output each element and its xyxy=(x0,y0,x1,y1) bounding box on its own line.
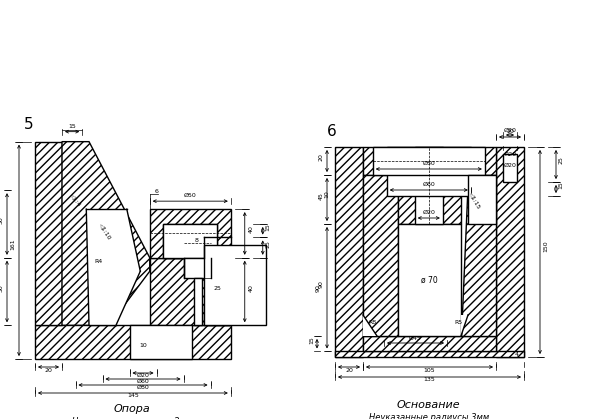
Text: Ø20: Ø20 xyxy=(136,373,149,378)
Text: Ø50: Ø50 xyxy=(184,193,196,198)
Polygon shape xyxy=(461,315,468,336)
Text: Неуказанные радиусы 3мм: Неуказанные радиусы 3мм xyxy=(368,412,489,419)
Polygon shape xyxy=(35,325,231,359)
Bar xyxy=(204,245,266,325)
Polygon shape xyxy=(363,336,496,352)
Text: 105: 105 xyxy=(424,368,435,373)
Text: Ø20: Ø20 xyxy=(504,128,517,133)
Polygon shape xyxy=(335,352,524,357)
Text: Ø80: Ø80 xyxy=(422,161,435,166)
Text: 135: 135 xyxy=(424,377,435,382)
Text: Основание: Основание xyxy=(397,400,461,410)
Text: 20: 20 xyxy=(506,129,514,134)
Polygon shape xyxy=(62,142,150,325)
Text: 10: 10 xyxy=(324,191,329,198)
Bar xyxy=(130,325,192,359)
Text: 6: 6 xyxy=(327,124,337,139)
Text: 10: 10 xyxy=(139,343,147,348)
Bar xyxy=(163,224,217,258)
Text: ◁1:15: ◁1:15 xyxy=(468,191,482,210)
Text: 90: 90 xyxy=(318,280,324,288)
Polygon shape xyxy=(150,209,231,258)
Text: 15: 15 xyxy=(559,181,564,189)
Text: 20: 20 xyxy=(45,368,53,373)
Bar xyxy=(163,224,217,258)
Polygon shape xyxy=(496,147,524,357)
Polygon shape xyxy=(150,258,231,325)
Text: 8: 8 xyxy=(195,238,199,243)
Bar xyxy=(503,154,517,182)
Text: R8: R8 xyxy=(369,320,377,324)
Text: R20: R20 xyxy=(504,152,516,157)
Text: 161: 161 xyxy=(10,239,15,250)
Text: 50: 50 xyxy=(0,216,4,224)
Polygon shape xyxy=(398,175,461,224)
Text: 90: 90 xyxy=(316,284,321,292)
Bar xyxy=(415,147,443,224)
Text: ◁1:10: ◁1:10 xyxy=(98,222,112,240)
Text: 145: 145 xyxy=(127,393,139,398)
Polygon shape xyxy=(363,315,377,336)
Text: 25: 25 xyxy=(559,157,564,165)
Text: 40: 40 xyxy=(248,284,253,292)
Text: R4: R4 xyxy=(94,259,103,264)
Text: 6: 6 xyxy=(155,189,159,194)
Polygon shape xyxy=(335,147,363,357)
Polygon shape xyxy=(461,175,496,336)
Text: Ø80: Ø80 xyxy=(136,385,149,390)
Text: 25: 25 xyxy=(214,286,221,291)
Text: 40: 40 xyxy=(248,225,253,233)
Text: 5: 5 xyxy=(24,117,34,132)
Bar xyxy=(204,305,231,325)
Text: 4: 4 xyxy=(515,352,519,357)
Bar xyxy=(468,175,496,224)
Polygon shape xyxy=(35,142,62,325)
Text: Ø60: Ø60 xyxy=(422,182,435,187)
Text: 20: 20 xyxy=(345,368,353,373)
Text: 20: 20 xyxy=(318,153,324,161)
Text: 15: 15 xyxy=(265,223,271,231)
Text: Ø20: Ø20 xyxy=(422,210,435,215)
Text: Ø20: Ø20 xyxy=(504,163,517,168)
Text: 25: 25 xyxy=(265,240,271,248)
Text: Ø45: Ø45 xyxy=(409,336,422,341)
Text: R5: R5 xyxy=(454,320,462,324)
Text: ◁1:4: ◁1:4 xyxy=(69,192,82,207)
Text: 150: 150 xyxy=(543,241,548,252)
Bar xyxy=(184,258,211,278)
Text: 50: 50 xyxy=(0,284,4,292)
Polygon shape xyxy=(86,209,140,325)
Text: 15: 15 xyxy=(310,336,315,344)
Text: 15: 15 xyxy=(69,124,76,129)
Text: Ø60: Ø60 xyxy=(136,379,149,384)
Bar xyxy=(194,278,203,325)
Polygon shape xyxy=(363,175,398,336)
Bar xyxy=(398,224,461,336)
Text: 45: 45 xyxy=(318,191,324,199)
Bar xyxy=(387,147,471,196)
Text: Неуказанные радиусы 2мм: Неуказанные радиусы 2мм xyxy=(72,416,192,419)
Polygon shape xyxy=(363,147,496,175)
Text: Опора: Опора xyxy=(114,404,151,414)
Text: ø 70: ø 70 xyxy=(421,276,438,285)
Bar xyxy=(373,147,485,175)
